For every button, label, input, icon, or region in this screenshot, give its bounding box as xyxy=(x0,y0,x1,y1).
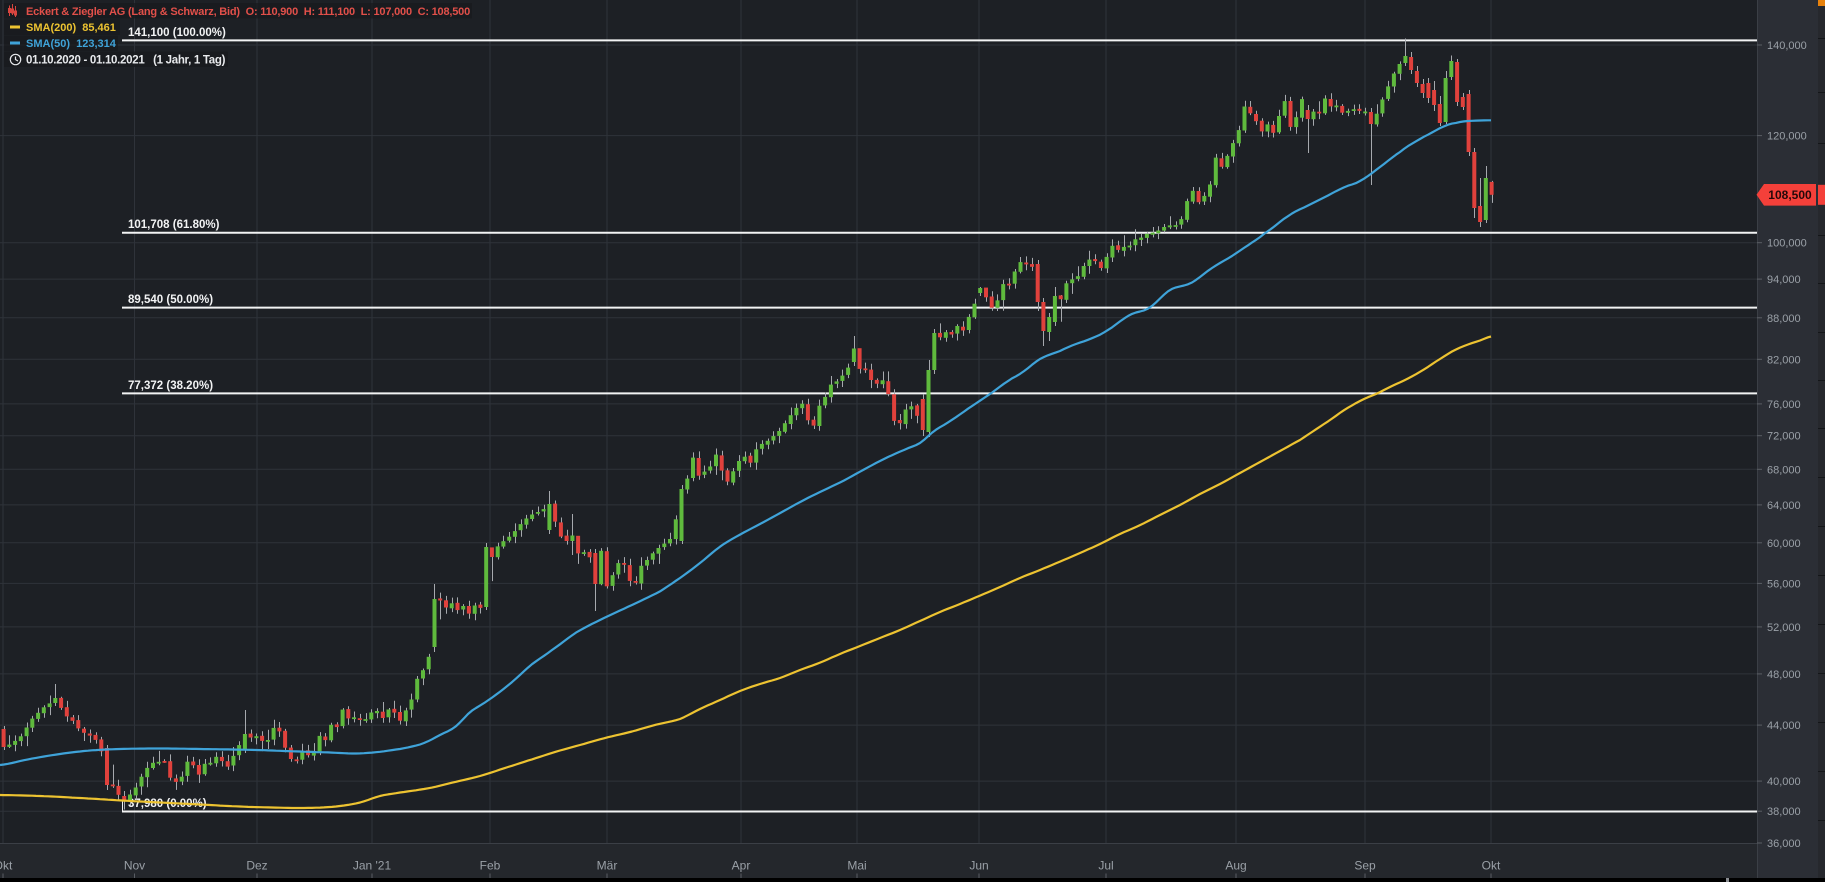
svg-text:101,708 (61.80%): 101,708 (61.80%) xyxy=(128,219,220,231)
svg-text:Mär: Mär xyxy=(597,859,618,873)
svg-text:Feb: Feb xyxy=(480,859,501,873)
svg-text:56,000: 56,000 xyxy=(1767,578,1801,590)
svg-text:140,000: 140,000 xyxy=(1767,40,1807,52)
svg-text:Mai: Mai xyxy=(847,859,866,873)
svg-text:100,000: 100,000 xyxy=(1767,238,1807,250)
svg-text:44,000: 44,000 xyxy=(1767,720,1801,732)
svg-text:Aug: Aug xyxy=(1225,859,1246,873)
svg-text:Okt: Okt xyxy=(1482,859,1501,873)
svg-text:SMA(200) 85,461: SMA(200) 85,461 xyxy=(26,22,116,34)
svg-text:89,540 (50.00%): 89,540 (50.00%) xyxy=(128,294,213,306)
svg-text:52,000: 52,000 xyxy=(1767,622,1801,634)
svg-text:Okt: Okt xyxy=(0,859,13,873)
svg-text:64,000: 64,000 xyxy=(1767,500,1801,512)
svg-text:120,000: 120,000 xyxy=(1767,131,1807,143)
svg-text:82,000: 82,000 xyxy=(1767,354,1801,366)
svg-text:Jun: Jun xyxy=(969,859,988,873)
svg-text:48,000: 48,000 xyxy=(1767,669,1801,681)
svg-text:141,100 (100.00%): 141,100 (100.00%) xyxy=(128,27,226,39)
svg-text:77,372 (38.20%): 77,372 (38.20%) xyxy=(128,380,213,392)
svg-text:68,000: 68,000 xyxy=(1767,464,1801,476)
svg-text:Sep: Sep xyxy=(1354,859,1376,873)
svg-text:SMA(50) 123,314: SMA(50) 123,314 xyxy=(26,38,117,50)
svg-text:Jan '21: Jan '21 xyxy=(353,859,392,873)
svg-text:Jul: Jul xyxy=(1098,859,1113,873)
svg-text:76,000: 76,000 xyxy=(1767,399,1801,411)
svg-text:88,000: 88,000 xyxy=(1767,313,1801,325)
svg-text:108,500: 108,500 xyxy=(1768,188,1812,202)
svg-text:38,000: 38,000 xyxy=(1767,806,1801,818)
svg-text:Eckert & Ziegler AG (Lang & Sc: Eckert & Ziegler AG (Lang & Schwarz, Bid… xyxy=(26,6,470,18)
svg-text:Nov: Nov xyxy=(124,859,145,873)
svg-text:Dez: Dez xyxy=(246,859,267,873)
svg-text:Apr: Apr xyxy=(732,859,751,873)
svg-text:36,000: 36,000 xyxy=(1767,838,1801,850)
svg-text:01.10.2020 - 01.10.2021 (1 J: 01.10.2020 - 01.10.2021 (1 Jahr, 1 Tag) xyxy=(26,55,226,67)
svg-text:60,000: 60,000 xyxy=(1767,538,1801,550)
svg-text:40,000: 40,000 xyxy=(1767,776,1801,788)
svg-text:94,000: 94,000 xyxy=(1767,274,1801,286)
svg-text:72,000: 72,000 xyxy=(1767,431,1801,443)
